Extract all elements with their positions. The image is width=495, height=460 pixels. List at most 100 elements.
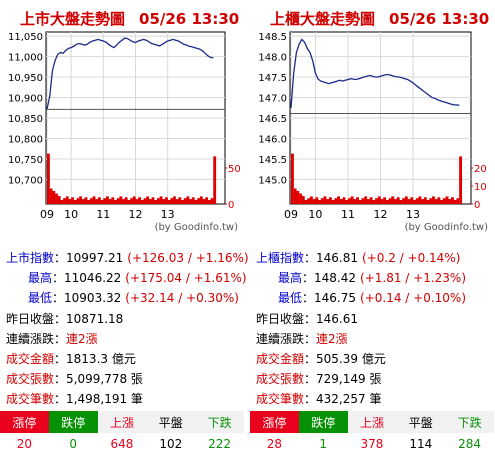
decliners-header: 下跌	[445, 411, 494, 433]
stat-row: 成交金額：505.39 億元	[256, 349, 494, 369]
volume-bar	[119, 196, 123, 204]
stat-change: (+1.81 / +1.23%)	[360, 271, 467, 286]
volume-bar	[81, 199, 85, 204]
unchanged-header: 平盤	[146, 411, 196, 433]
limit-up-count: 28	[266, 437, 283, 451]
stat-change: (+175.04 / +1.61%)	[125, 271, 247, 286]
volume-bar	[361, 198, 365, 204]
volume-bar	[291, 153, 294, 204]
volume-bar	[213, 156, 217, 204]
y-tick-label: 10,950	[8, 73, 43, 84]
stat-colon: ：	[52, 291, 65, 306]
stat-colon: ：	[54, 331, 67, 346]
volume-bar	[331, 200, 335, 204]
x-tick-label: 13	[406, 208, 420, 221]
volume-bar	[380, 199, 384, 204]
x-tick-label: 13	[161, 208, 175, 221]
stat-row: 連續漲跌：連2漲	[6, 329, 244, 349]
y-tick-label: 148.5	[258, 32, 287, 43]
stat-value: 146.61	[316, 311, 359, 326]
stat-row: 上櫃指數：146.81 (+0.2 / +0.14%)	[256, 248, 494, 268]
volume-bar	[186, 196, 190, 204]
credit-link[interactable]: (by Goodinfo.tw)	[154, 222, 238, 233]
stat-value: 148.42	[314, 271, 357, 286]
volume-bar	[49, 188, 53, 204]
volume-bar	[385, 200, 389, 204]
volume-bar	[299, 193, 303, 204]
stat-colon: ：	[304, 392, 317, 407]
volume-bar	[312, 199, 316, 204]
volume-bar	[181, 200, 184, 204]
volume-bar	[140, 200, 144, 204]
unchanged-header: 平盤	[396, 411, 446, 433]
volume-bar	[124, 197, 128, 204]
limit-down-count: 1	[319, 437, 328, 451]
decliners-header: 下跌	[195, 411, 244, 433]
volume-bar	[426, 200, 430, 204]
volume-bar	[402, 198, 406, 204]
unchanged-count: 114	[409, 437, 433, 451]
stat-row: 上市指數：10997.21 (+126.03 / +1.16%)	[6, 248, 249, 268]
volume-bar	[60, 200, 64, 204]
y-tick-label: 147.0	[258, 94, 287, 105]
volume-tick-label: 0	[474, 200, 480, 211]
x-tick-label: 10	[64, 208, 78, 221]
limit-down-header: 跌停	[298, 411, 348, 433]
volume-bar	[451, 197, 454, 204]
volume-bar	[127, 200, 131, 204]
stat-change: (+32.14 / +0.30%)	[125, 291, 239, 306]
volume-bar	[459, 156, 463, 204]
volume-bar	[122, 199, 125, 204]
y-tick-label: 10,850	[8, 114, 43, 125]
volume-bar	[205, 197, 209, 204]
chart-svg: 11,050 11,000 10,950 10,900 10,850 10,800 10,7…	[8, 31, 241, 221]
credit-link[interactable]: (by Goodinfo.tw)	[404, 222, 488, 233]
stat-value: 729,149 張	[316, 372, 382, 387]
y-tick-label: 10,750	[8, 155, 43, 166]
stat-colon: ：	[304, 311, 317, 326]
volume-bar	[350, 196, 354, 204]
stat-row: 成交筆數：1,498,191 筆	[6, 389, 244, 409]
volume-bar	[413, 200, 416, 204]
x-tick-label: 11	[341, 208, 355, 221]
volume-bar	[191, 197, 195, 204]
volume-bar	[202, 199, 206, 204]
volume-bar	[445, 196, 449, 204]
volume-bar	[135, 199, 139, 204]
volume-bar	[138, 197, 142, 204]
advancers-count: 648	[110, 437, 134, 451]
volume-bar	[100, 200, 104, 204]
volume-bar	[146, 196, 150, 204]
volume-bar	[364, 196, 368, 204]
volume-bar	[399, 200, 403, 204]
volume-bar	[423, 197, 427, 204]
stat-colon: ：	[54, 392, 67, 407]
volume-bar	[52, 191, 56, 204]
chart-title: 上櫃大盤走勢圖 05/26 13:30	[270, 10, 490, 28]
volume-bar	[156, 198, 160, 204]
tpex-chart[interactable]: 148.5 148.0 147.5 147.0 146.5 146.0 145.5 145.0…	[250, 30, 494, 226]
stat-colon: ：	[304, 331, 317, 346]
y-tick-label: 11,050	[8, 32, 43, 43]
unchanged-count: 102	[159, 437, 183, 451]
volume-bar	[151, 197, 155, 204]
twse-chart[interactable]: 11,050 11,000 10,950 10,900 10,850 10,800 10,7…	[0, 30, 244, 226]
volume-bar	[87, 200, 91, 204]
volume-bar	[318, 200, 321, 204]
volume-bar	[448, 199, 452, 204]
volume-bar	[404, 196, 408, 204]
decliners-count: 284	[458, 437, 482, 451]
volume-bar	[377, 196, 381, 204]
volume-bar	[103, 198, 107, 204]
tpex-stats: 上櫃指數：146.81 (+0.2 / +0.14%) 最高：148.42 (+1.8…	[256, 248, 494, 430]
volume-bar	[55, 193, 58, 204]
stat-row: 昨日收盤：146.61	[256, 309, 494, 329]
volume-bar	[207, 200, 211, 204]
stat-label: 最低	[278, 291, 303, 306]
volume-bar	[372, 200, 376, 204]
stat-change: (+0.2 / +0.14%)	[362, 251, 461, 265]
stat-value: 連2漲	[66, 331, 98, 346]
volume-bar	[440, 200, 444, 204]
x-tick-label: 09	[40, 208, 54, 221]
volume-bar	[353, 199, 357, 204]
